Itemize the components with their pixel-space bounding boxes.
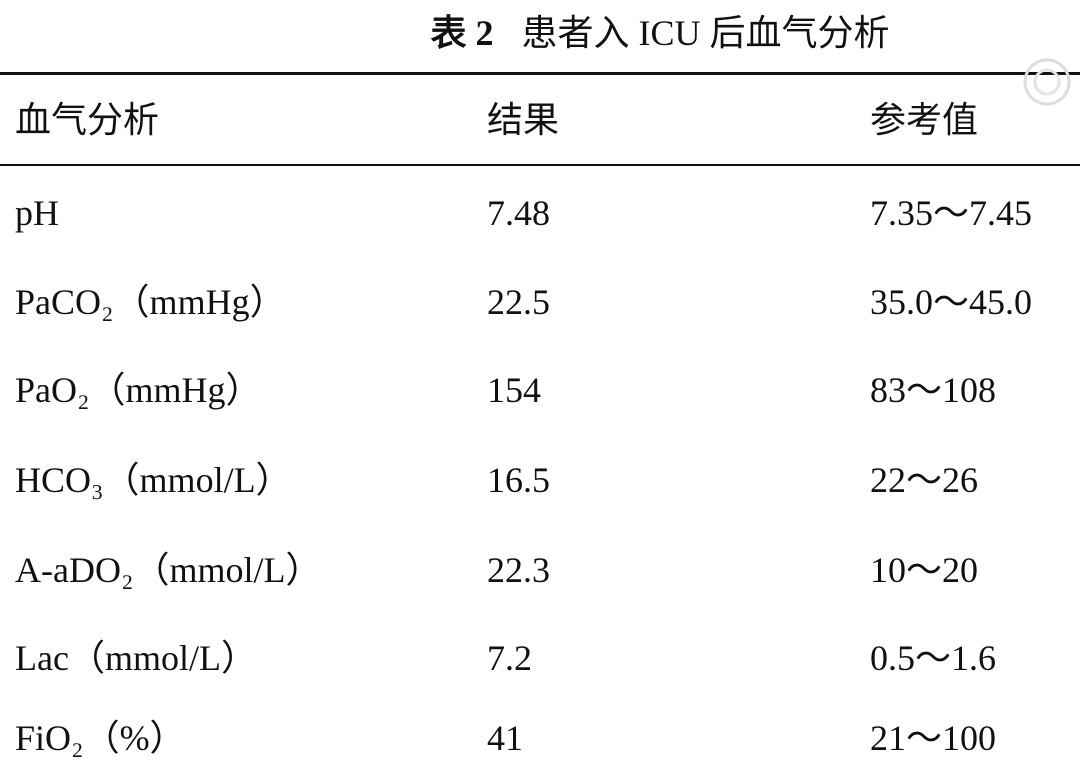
table-cell: PaO₂（mmHg） [15, 370, 262, 410]
table-cell: 22～26 [870, 460, 979, 500]
table-cell: Lac（mmol/L） [15, 638, 257, 678]
table-cell: 83～108 [870, 370, 997, 410]
table-cell: PaCO₂（mmHg） [15, 282, 286, 322]
table-cell: 0.5～1.6 [870, 638, 997, 678]
header-cell: 结果 [487, 100, 560, 140]
table-cell: HCO₃（mmol/L） [15, 460, 292, 500]
table-cell: 22.5 [487, 282, 550, 322]
table-cell: 21～100 [870, 718, 997, 758]
table-cell: A-aDO₂（mmol/L） [15, 550, 322, 590]
header-cell: 血气分析 [15, 100, 160, 140]
table-cell: 41 [487, 718, 523, 758]
table-cell: 10～20 [870, 550, 979, 590]
table-number: 表 2 [430, 13, 494, 53]
table-cell: 7.48 [487, 193, 550, 233]
table-cell: 154 [487, 370, 541, 410]
table-title: 表 2 患者入 ICU 后血气分析 [0, 4, 1080, 56]
top-rule [0, 72, 1080, 75]
table-cell: FiO₂（%） [15, 718, 186, 758]
title-text: 患者入 ICU 后血气分析 [521, 13, 890, 53]
table-cell: 7.2 [487, 638, 532, 678]
table-cell: 7.35～7.45 [870, 193, 1033, 233]
watermark-icon [1023, 58, 1071, 106]
header-rule [0, 164, 1080, 166]
table-cell: 16.5 [487, 460, 550, 500]
table-cell: 35.0～45.0 [870, 282, 1033, 322]
header-cell: 参考值 [870, 100, 979, 140]
table-cell: pH [15, 193, 59, 233]
table-cell: 22.3 [487, 550, 550, 590]
